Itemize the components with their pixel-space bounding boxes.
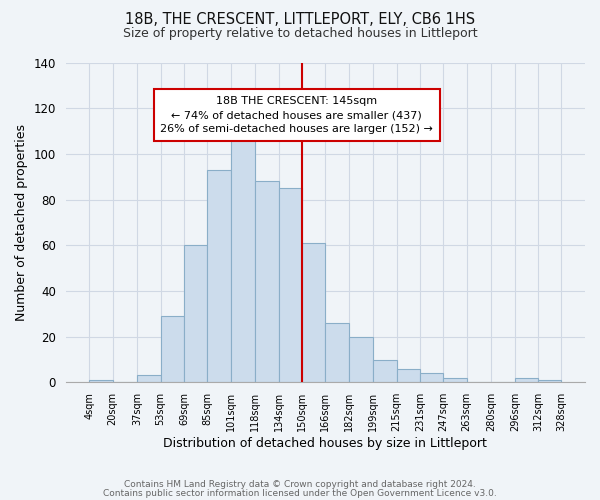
Bar bbox=[302, 243, 325, 382]
Bar bbox=[325, 323, 349, 382]
Bar bbox=[137, 376, 161, 382]
Bar bbox=[256, 182, 278, 382]
Text: Contains HM Land Registry data © Crown copyright and database right 2024.: Contains HM Land Registry data © Crown c… bbox=[124, 480, 476, 489]
Bar bbox=[443, 378, 467, 382]
Bar bbox=[207, 170, 230, 382]
Y-axis label: Number of detached properties: Number of detached properties bbox=[15, 124, 28, 321]
Text: 18B, THE CRESCENT, LITTLEPORT, ELY, CB6 1HS: 18B, THE CRESCENT, LITTLEPORT, ELY, CB6 … bbox=[125, 12, 475, 28]
Text: Contains public sector information licensed under the Open Government Licence v3: Contains public sector information licen… bbox=[103, 488, 497, 498]
Bar bbox=[161, 316, 184, 382]
Text: Size of property relative to detached houses in Littleport: Size of property relative to detached ho… bbox=[122, 28, 478, 40]
Text: 18B THE CRESCENT: 145sqm
← 74% of detached houses are smaller (437)
26% of semi-: 18B THE CRESCENT: 145sqm ← 74% of detach… bbox=[160, 96, 433, 134]
Bar bbox=[230, 136, 256, 382]
X-axis label: Distribution of detached houses by size in Littleport: Distribution of detached houses by size … bbox=[163, 437, 487, 450]
Bar bbox=[278, 188, 302, 382]
Bar bbox=[420, 373, 443, 382]
Bar bbox=[184, 246, 207, 382]
Bar bbox=[373, 360, 397, 382]
Bar bbox=[397, 368, 420, 382]
Bar bbox=[89, 380, 113, 382]
Bar bbox=[538, 380, 562, 382]
Bar bbox=[515, 378, 538, 382]
Bar bbox=[349, 336, 373, 382]
